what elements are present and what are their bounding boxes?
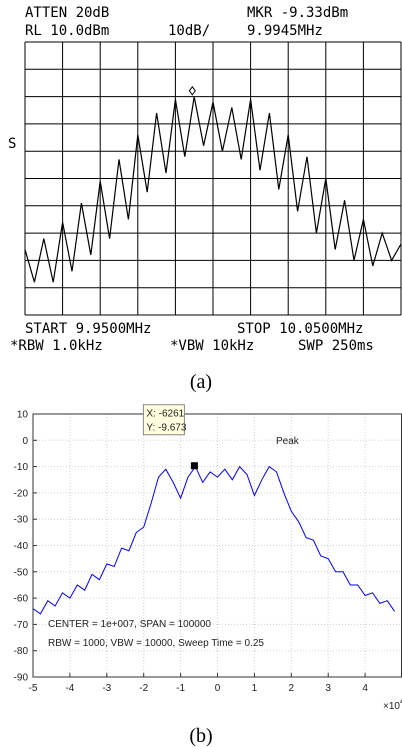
- footer-text: *VBW 10kHz: [170, 338, 254, 354]
- footer-text: STOP 10.0500MHz: [237, 321, 363, 337]
- y-tick-label: -20: [14, 488, 29, 499]
- header-text: ATTEN 20dB: [25, 5, 109, 21]
- x-multiplier-exponent: 4: [400, 696, 402, 707]
- caption: (b): [189, 725, 212, 747]
- annotation: RBW = 1000, VBW = 10000, Sweep Time = 0.…: [48, 638, 264, 649]
- y-tick-label: -60: [14, 594, 29, 605]
- caption: (a): [190, 371, 212, 393]
- y-tick-label: -70: [14, 620, 29, 631]
- x-tick-label: -5: [29, 683, 38, 694]
- header-text: 9.9945MHz: [247, 23, 323, 39]
- y-tick-label: -80: [14, 646, 29, 657]
- side-label: S: [8, 136, 16, 152]
- x-tick-label: -2: [139, 683, 148, 694]
- footer-text: SWP 250ms: [298, 338, 374, 354]
- annotation: CENTER = 1e+007, SPAN = 100000: [48, 619, 211, 630]
- y-tick-label: -50: [14, 567, 29, 578]
- datatip-box: [142, 404, 185, 436]
- y-tick-label: 0: [22, 436, 28, 447]
- x-tick-label: 3: [325, 683, 331, 694]
- x-tick-label: 2: [289, 683, 295, 694]
- x-tick-label: 0: [215, 683, 221, 694]
- y-tick-label: 10: [17, 410, 29, 421]
- datatip-text: Y: -9.673: [146, 423, 186, 434]
- x-tick-label: 1: [252, 683, 258, 694]
- datatip-marker: [190, 462, 198, 470]
- y-tick-label: -30: [14, 515, 29, 526]
- header-text: RL 10.0dBm: [25, 23, 109, 39]
- y-tick-label: -40: [14, 541, 29, 552]
- x-tick-label: -3: [102, 683, 111, 694]
- header-text: 10dB/: [168, 23, 210, 39]
- trace: [32, 465, 396, 615]
- footer-text: *RBW 1.0kHz: [10, 338, 103, 354]
- x-tick-label: -1: [176, 683, 185, 694]
- x-multiplier: ×10: [383, 701, 400, 712]
- y-tick-label: -10: [14, 462, 29, 473]
- header-text: MKR -9.33dBm: [247, 5, 348, 21]
- y-tick-label: -90: [14, 673, 29, 684]
- x-tick-label: 4: [362, 683, 368, 694]
- footer-text: START 9.9500MHz: [25, 321, 151, 337]
- annotation: Peak: [276, 436, 300, 447]
- marker: [188, 85, 196, 96]
- datatip-text: X: -6261: [146, 409, 184, 420]
- trace: [24, 96, 402, 283]
- x-tick-label: -4: [65, 683, 74, 694]
